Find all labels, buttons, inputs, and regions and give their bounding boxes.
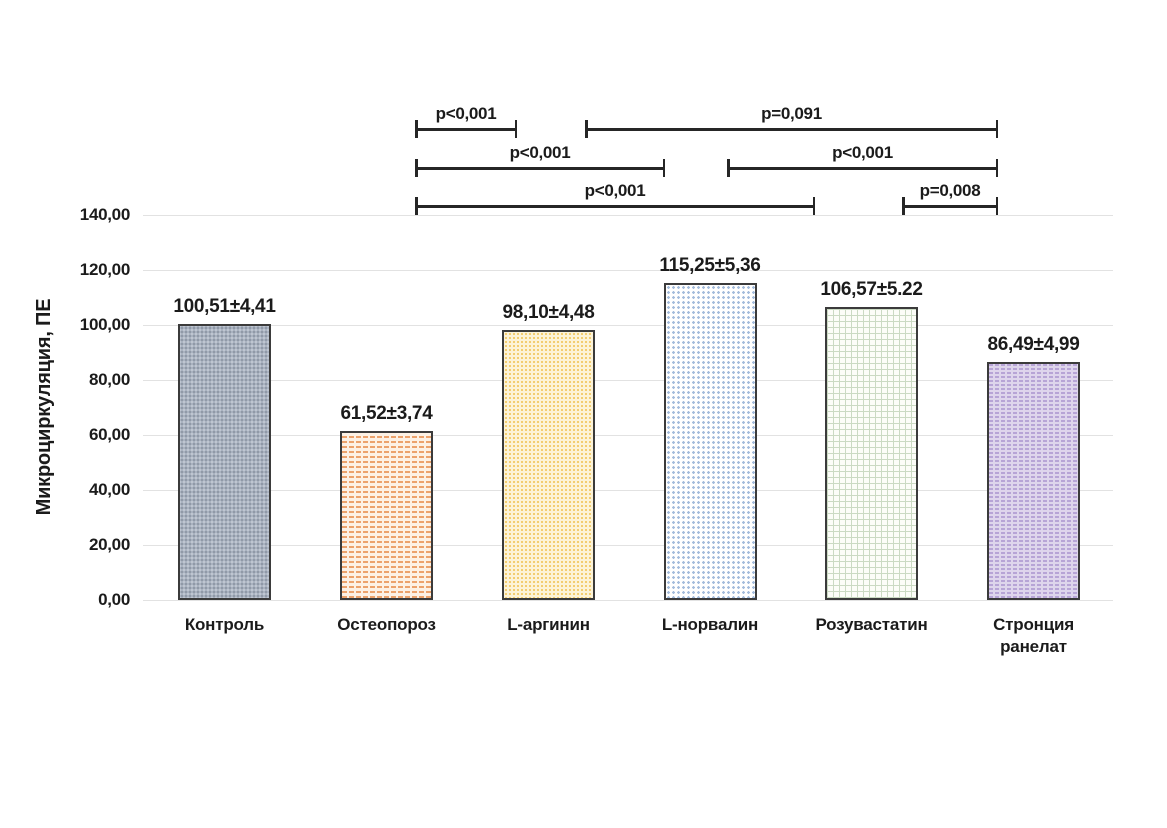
category-label: Контроль [184,615,265,634]
significance-p-value: p=0,008 [919,181,981,200]
y-tick-label: 120,00 [79,260,131,279]
significance-bracket-tick [415,159,418,177]
significance-bracket-line [727,167,998,170]
bar-value-label: 106,57±5.22 [820,278,923,300]
y-tick-label: 0,00 [98,590,130,609]
bar-value-label: 86,49±4,99 [987,334,1080,356]
category-label: Остеопороз [337,615,436,634]
category-label: L-норвалин [661,615,759,634]
significance-bracket-tick [995,120,998,138]
category-label: Розувастатин [815,615,928,634]
y-tick-label: 80,00 [88,370,130,389]
significance-bracket-tick [415,197,418,215]
bar-value-label: 61,52±3,74 [340,402,433,424]
significance-bracket-tick [812,197,815,215]
bar-value-label: 100,51±4,41 [173,295,276,317]
significance-bracket-tick [415,120,418,138]
bar [340,430,433,600]
bar [825,306,918,600]
bar [178,323,271,600]
significance-bracket-tick [585,120,588,138]
significance-bracket-tick [995,159,998,177]
significance-bracket-line [415,205,815,208]
significance-p-value: p<0,001 [584,181,646,200]
category-label: Стронция ранелат [993,615,1074,657]
bar [502,330,595,600]
significance-bracket-line [415,167,665,170]
significance-bracket-tick [514,120,517,138]
gridline [143,434,1113,436]
significance-bracket-tick [727,159,730,177]
y-tick-label: 20,00 [88,535,130,554]
bar [987,362,1080,600]
gridline [143,214,1113,216]
gridline [143,489,1113,491]
y-tick-label: 100,00 [79,315,131,334]
category-label: L-аргинин [507,615,590,634]
y-axis-title: Микроциркуляция, ПЕ [33,298,55,516]
y-tick-label: 40,00 [88,480,130,499]
significance-bracket-line [902,205,998,208]
gridline [143,269,1113,271]
significance-p-value: p<0,001 [435,104,497,123]
significance-bracket-tick [662,159,665,177]
significance-bracket-tick [995,197,998,215]
significance-p-value: p<0,001 [832,143,893,162]
y-tick-label: 60,00 [88,425,130,444]
bar-value-label: 98,10±4,48 [502,302,595,324]
gridline [143,599,1113,601]
gridline [143,324,1113,326]
y-tick-label: 140,00 [79,205,131,224]
gridline [143,379,1113,381]
significance-bracket-line [415,128,517,131]
bar [663,283,757,600]
significance-p-value: p<0,001 [509,143,571,162]
significance-bracket-line [585,128,998,131]
significance-bracket-tick [902,197,905,215]
significance-p-value: p=0,091 [761,104,822,123]
bar-value-label: 115,25±5,36 [659,255,761,277]
gridline [143,544,1113,546]
